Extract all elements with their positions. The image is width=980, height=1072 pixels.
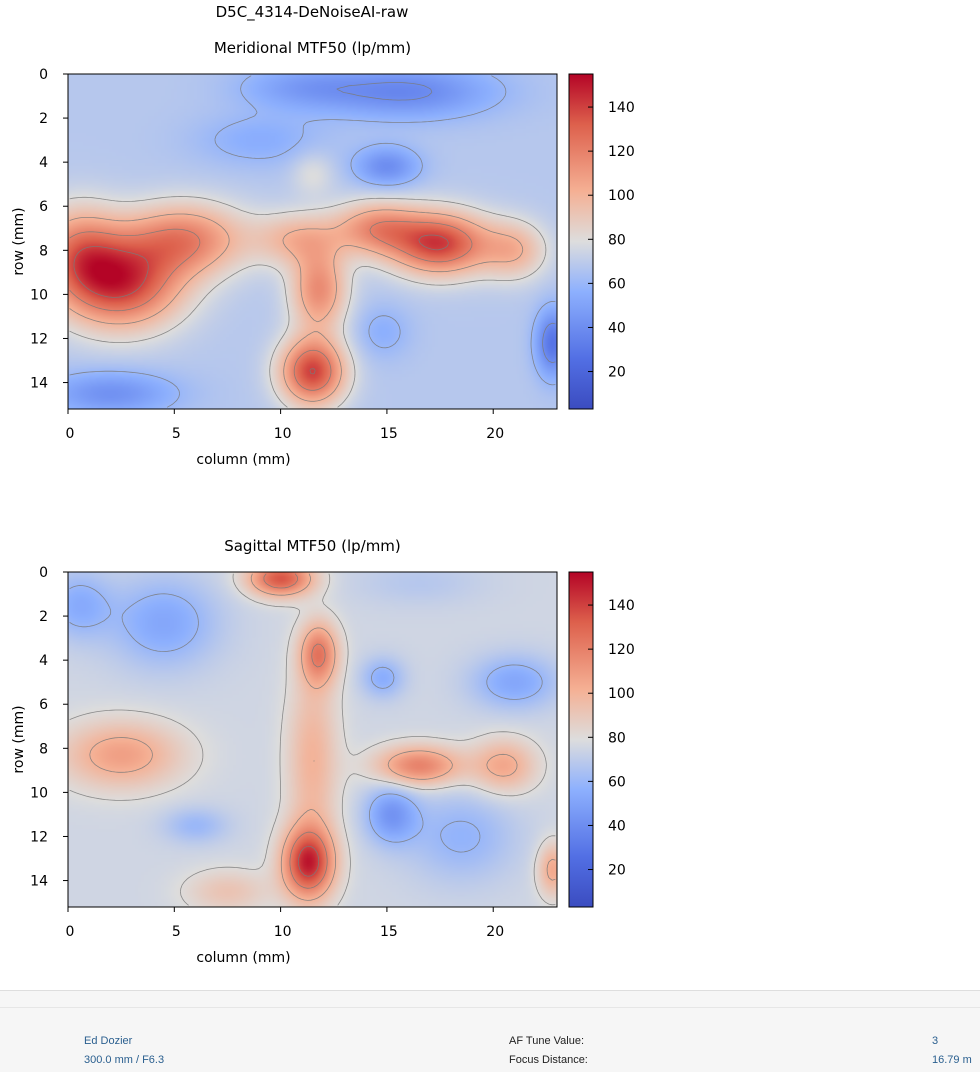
sagittal-xtick-label: 15 bbox=[380, 924, 398, 940]
mtf-figure: D5C_4314-DeNoiseAI-raw Meridional MTF50 (… bbox=[11, 3, 635, 966]
sagittal-ytick-label: 4 bbox=[39, 653, 48, 669]
lens-setting: 300.0 mm / F6.3 bbox=[84, 1054, 165, 1066]
meridional-ytick-label: 6 bbox=[39, 199, 48, 215]
author-name: Ed Dozier bbox=[84, 1035, 133, 1047]
meridional-ytick-label: 0 bbox=[39, 67, 48, 83]
meridional-colorbar-tick-label: 140 bbox=[608, 100, 635, 116]
meridional-xtick-label: 10 bbox=[274, 426, 292, 442]
sagittal-ytick-label: 12 bbox=[30, 829, 48, 845]
meridional-xtick-label: 5 bbox=[172, 426, 181, 442]
sagittal-ytick-label: 6 bbox=[39, 697, 48, 713]
sagittal-ytick-label: 8 bbox=[39, 741, 48, 757]
sagittal-ylabel: row (mm) bbox=[11, 705, 27, 773]
sagittal-xlabel: column (mm) bbox=[196, 950, 290, 966]
meridional-contour-40 bbox=[336, 82, 556, 363]
sagittal-xtick-label: 0 bbox=[66, 924, 75, 940]
meridional-ytick-label: 10 bbox=[30, 287, 48, 303]
meridional-heatmap-surface bbox=[68, 74, 557, 409]
figure-title: D5C_4314-DeNoiseAI-raw bbox=[216, 3, 409, 22]
footer-divider bbox=[0, 1007, 980, 1008]
meridional-ylabel: row (mm) bbox=[11, 207, 27, 275]
af-tune-value: 3 bbox=[932, 1035, 939, 1047]
sagittal-colorbar bbox=[568, 571, 594, 908]
meridional-plot-frame bbox=[67, 73, 558, 410]
focus-distance-value: 16.79 m bbox=[932, 1054, 972, 1066]
meridional-xlabel: column (mm) bbox=[196, 452, 290, 468]
meridional-colorbar-tick-label: 120 bbox=[608, 144, 635, 160]
sagittal-colorbar-tick-label: 100 bbox=[608, 686, 635, 702]
meridional-ytick-label: 12 bbox=[30, 331, 48, 347]
meridional-ytick-label: 2 bbox=[39, 111, 48, 127]
sagittal-xtick-label: 20 bbox=[486, 924, 504, 940]
sagittal-contour-100 bbox=[89, 573, 556, 901]
sagittal-ytick-label: 0 bbox=[39, 565, 48, 581]
sagittal-colorbar-tick-label: 40 bbox=[608, 818, 626, 834]
meridional-contour-80 bbox=[69, 196, 547, 408]
mtf-heatmap-figure: D5C_4314-DeNoiseAI-raw Meridional MTF50 (… bbox=[11, 3, 635, 966]
sagittal-contour-80 bbox=[69, 573, 556, 906]
sagittal-plot-frame bbox=[67, 571, 558, 908]
meridional-xtick-label: 20 bbox=[486, 426, 504, 442]
meridional-colorbar-tick-label: 100 bbox=[608, 188, 635, 204]
meridional-contour-120 bbox=[69, 220, 473, 391]
meridional-contour-140 bbox=[73, 234, 449, 375]
meridional-contour-60 bbox=[69, 75, 556, 408]
sagittal-ytick-label: 14 bbox=[30, 874, 48, 890]
sagittal-colorbar-tick-label: 20 bbox=[608, 863, 626, 879]
sagittal-colorbar-tick-label: 60 bbox=[608, 774, 626, 790]
meridional-xtick-label: 15 bbox=[380, 426, 398, 442]
meridional-colorbar-tick-label: 20 bbox=[608, 365, 626, 381]
image-info-footer: Ed Dozier 300.0 mm / F6.3 AF Tune Value:… bbox=[0, 990, 980, 1072]
sagittal-xtick-label: 5 bbox=[172, 924, 181, 940]
sagittal-ytick-label: 10 bbox=[30, 785, 48, 801]
sagittal-contour-120 bbox=[263, 573, 328, 889]
meridional-colorbar bbox=[568, 73, 594, 410]
meridional-ytick-label: 4 bbox=[39, 155, 48, 171]
focus-distance-label: Focus Distance: bbox=[509, 1054, 588, 1066]
sagittal-xtick-label: 10 bbox=[274, 924, 292, 940]
sagittal-ytick-label: 2 bbox=[39, 609, 48, 625]
sagittal-title: Sagittal MTF50 (lp/mm) bbox=[224, 537, 401, 555]
meridional-xtick-label: 0 bbox=[66, 426, 75, 442]
sagittal-colorbar-tick-label: 80 bbox=[608, 730, 626, 746]
meridional-title: Meridional MTF50 (lp/mm) bbox=[214, 39, 411, 57]
sagittal-colorbar-tick-label: 140 bbox=[608, 598, 635, 614]
meridional-colorbar-tick-label: 80 bbox=[608, 232, 626, 248]
meridional-ytick-label: 14 bbox=[30, 376, 48, 392]
sagittal-contour-60 bbox=[69, 585, 543, 853]
sagittal-contour-140 bbox=[298, 845, 320, 877]
sagittal-colorbar-tick-label: 120 bbox=[608, 642, 635, 658]
sagittal-heatmap-surface bbox=[68, 572, 557, 907]
meridional-contour-100 bbox=[69, 209, 524, 402]
meridional-ytick-label: 8 bbox=[39, 243, 48, 259]
af-tune-label: AF Tune Value: bbox=[509, 1035, 585, 1047]
meridional-colorbar-tick-label: 40 bbox=[608, 320, 626, 336]
meridional-colorbar-tick-label: 60 bbox=[608, 276, 626, 292]
